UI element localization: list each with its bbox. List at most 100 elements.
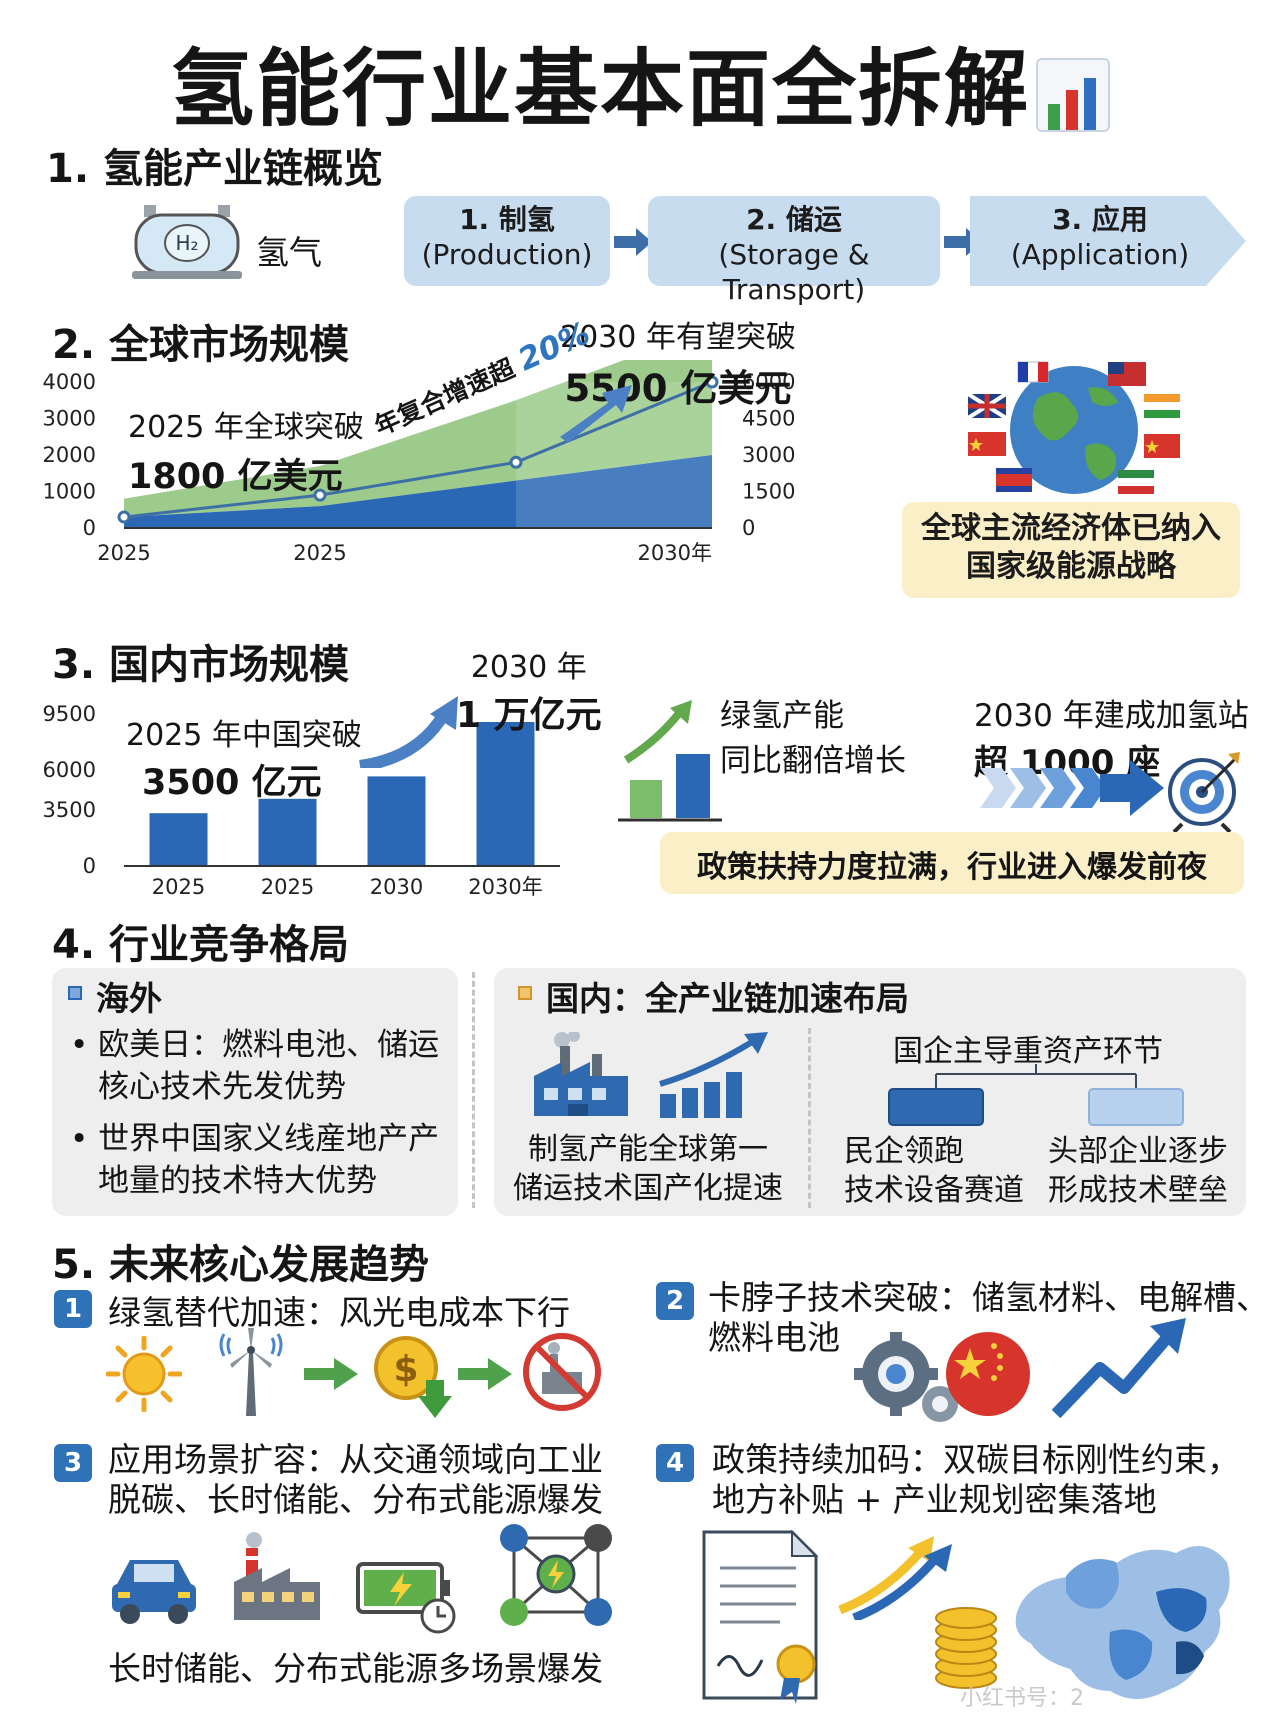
domestic-2030-callout: 2030 年 1 万亿元 bbox=[456, 642, 602, 738]
trend-point bbox=[509, 455, 523, 469]
domestic-left-text: 制氢产能全球第一 储运技术国产化提速 bbox=[508, 1130, 788, 1208]
distributed-energy-network-icon bbox=[496, 1522, 616, 1630]
leader-enterprise-text: 头部企业逐步 形成技术壁垒 bbox=[1032, 1132, 1228, 1210]
watermark-text: 小红书号：2 bbox=[960, 1686, 1084, 1711]
private-enterprise-line2: 技术设备赛道 bbox=[844, 1173, 1024, 1208]
overseas-bullet-2: • 世界中国家义线産地产产 地量的技术特大优势 bbox=[70, 1118, 439, 1202]
area-series-lower bbox=[124, 455, 712, 528]
global-2030-callout-value: 5500 亿美元 bbox=[564, 367, 792, 410]
hydrogen-tank-icon: H₂ bbox=[132, 203, 242, 287]
industrial-plant-icon bbox=[232, 1530, 322, 1626]
trend-4-title: 政策持续加码：双碳目标刚性约束， 地方补贴 + 产业规划密集落地 bbox=[712, 1440, 1240, 1521]
trend-2-line2: 燃料电池 bbox=[708, 1317, 840, 1357]
global-2030-callout: 2030 年有望突破 5500 亿美元 bbox=[560, 312, 796, 412]
y-tick-label: 0 bbox=[83, 854, 96, 878]
cagr-arrow-icon bbox=[560, 383, 634, 447]
overseas-bullet-2-line1: 世界中国家义线産地产产 bbox=[98, 1121, 440, 1157]
overseas-title: 海外 bbox=[96, 979, 162, 1018]
station-line1: 2030 年建成加氢站 bbox=[974, 698, 1249, 734]
x-tick-label: 2025 bbox=[152, 875, 205, 899]
section1-heading: 1. 氢能产业链概览 bbox=[46, 146, 383, 192]
org-tree-connector bbox=[880, 1062, 1190, 1094]
area-series-upper bbox=[124, 360, 712, 518]
divider bbox=[808, 1028, 811, 1208]
domestic-left-line2: 储运技术国产化提速 bbox=[513, 1171, 783, 1206]
domestic-left-line1: 制氢产能全球第一 bbox=[528, 1132, 768, 1167]
soe-label: 国企主导重资产环节 bbox=[893, 1034, 1163, 1069]
y2-tick-label: 3000 bbox=[742, 443, 795, 467]
chain-step-en: (Application) bbox=[1010, 238, 1190, 271]
y-tick-label: 4000 bbox=[43, 370, 96, 394]
battery-icon bbox=[356, 1558, 456, 1640]
x-tick-label: 2030年 bbox=[638, 541, 712, 565]
trend-point bbox=[117, 510, 131, 524]
sun-icon bbox=[105, 1335, 183, 1416]
car-icon bbox=[108, 1552, 200, 1630]
bar-chart-icon bbox=[1036, 58, 1110, 133]
domestic-title: 国内：全产业链加速布局 bbox=[546, 979, 909, 1018]
section3-heading: 3. 国内市场规模 bbox=[52, 642, 349, 688]
chain-step-storage bbox=[648, 196, 940, 290]
square-bullet-icon bbox=[518, 986, 532, 1000]
trend-3-line2: 脱碳、长时储能、分布式能源爆发 bbox=[108, 1480, 603, 1520]
green-capacity-text: 绿氢产能 同比翻倍增长 bbox=[720, 690, 906, 780]
y-tick-label: 2000 bbox=[43, 443, 96, 467]
private-enterprise-text: 民企领跑 技术设备赛道 bbox=[844, 1132, 1024, 1210]
chain-step-en: (Production) bbox=[421, 238, 593, 271]
section4-heading: 4. 行业竞争格局 bbox=[52, 922, 349, 968]
global-policy-banner bbox=[902, 502, 1240, 598]
cost-down-coin-icon: $ bbox=[372, 1334, 454, 1422]
section2-heading: 2. 全球市场规模 bbox=[52, 322, 349, 368]
bar bbox=[476, 722, 535, 866]
svg-text:$: $ bbox=[393, 1349, 418, 1390]
chain-step-name: 2. 储运 bbox=[746, 203, 842, 236]
chain-step-application bbox=[970, 196, 1246, 290]
square-bullet-icon bbox=[68, 986, 82, 1000]
policy-banner-text: 政策扶持力度拉满，行业进入爆发前夜 bbox=[697, 850, 1207, 885]
y2-tick-label: 6000 bbox=[742, 370, 795, 394]
x-tick-label: 2025 bbox=[261, 875, 314, 899]
chevron-arrow-icon bbox=[980, 758, 1166, 822]
trend-1-badge: 1 bbox=[54, 1290, 92, 1328]
green-capacity-line1: 绿氢产能 bbox=[720, 698, 844, 734]
page-title: 氢能行业基本面全拆解 bbox=[0, 22, 1280, 143]
trend-point bbox=[313, 488, 327, 502]
page-title-text: 氢能行业基本面全拆解 bbox=[169, 40, 1030, 138]
chain-step-production-label: 1. 制氢 (Production) bbox=[404, 202, 610, 272]
trend-2-badge: 2 bbox=[656, 1282, 694, 1320]
factory-icon bbox=[532, 1030, 630, 1122]
china-map-icon bbox=[1006, 1532, 1242, 1714]
chain-step-name: 1. 制氢 bbox=[459, 203, 555, 236]
private-enterprise-block bbox=[888, 1088, 984, 1126]
overseas-bullet-1: • 欧美日：燃料电池、储运 核心技术先发优势 bbox=[70, 1024, 439, 1108]
y2-tick-label: 0 bbox=[742, 516, 755, 540]
private-enterprise-line1: 民企领跑 bbox=[844, 1134, 964, 1169]
trend-line bbox=[123, 380, 713, 519]
trend-3-line1: 应用场景扩容：从交通领域向工业 bbox=[108, 1440, 603, 1479]
section5-heading: 5. 未来核心发展趋势 bbox=[52, 1242, 429, 1288]
arrow-right-icon bbox=[304, 1358, 360, 1394]
policy-document-icon bbox=[700, 1528, 828, 1708]
chain-step-production bbox=[404, 196, 610, 290]
wind-turbine-icon bbox=[218, 1326, 284, 1422]
growth-chart-icon bbox=[656, 1030, 772, 1124]
y2-tick-label: 1500 bbox=[742, 480, 795, 504]
global-policy-line1: 全球主流经济体已纳入 bbox=[921, 511, 1221, 546]
x-tick-label: 2025 bbox=[97, 541, 150, 565]
no-pollution-icon bbox=[520, 1330, 604, 1418]
trend-2-title: 卡脖子技术突破：储氢材料、电解槽、 燃料电池 bbox=[708, 1278, 1269, 1357]
trend-2-line1: 卡脖子技术突破：储氢材料、电解槽、 bbox=[708, 1278, 1269, 1317]
trend-3-badge: 3 bbox=[54, 1444, 92, 1482]
china-flag-icon bbox=[944, 1330, 1032, 1422]
bar bbox=[367, 776, 426, 866]
overseas-bullet-1-line2: 核心技术先发优势 bbox=[98, 1069, 346, 1106]
green-growth-bar-icon bbox=[618, 700, 722, 826]
trend-1-title: 绿氢替代加速：风光电成本下行 bbox=[108, 1293, 570, 1332]
chain-step-application-label: 3. 应用 (Application) bbox=[980, 202, 1220, 272]
y-tick-label: 6000 bbox=[43, 758, 96, 782]
trend-4-badge: 4 bbox=[656, 1444, 694, 1482]
coin-stack-icon bbox=[926, 1592, 1006, 1696]
y-tick-label: 1000 bbox=[43, 480, 96, 504]
global-2030-callout-line1: 2030 年有望突破 bbox=[560, 320, 796, 355]
x-tick-label: 2030年 bbox=[468, 875, 542, 899]
